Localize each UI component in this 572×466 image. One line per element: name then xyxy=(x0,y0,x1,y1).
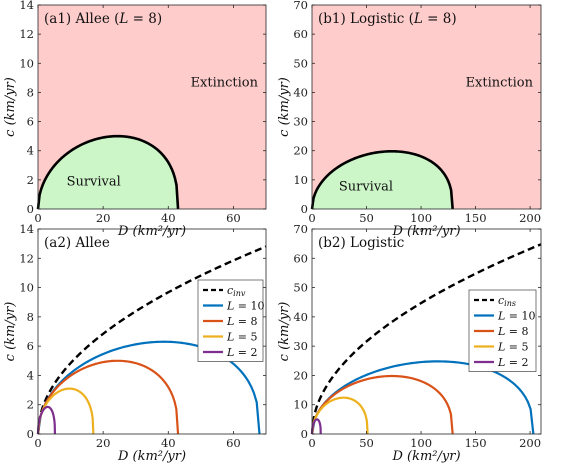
x-tick-label: 0 xyxy=(34,436,41,450)
extinction-label: Extinction xyxy=(191,76,259,91)
x-tick-label: 50 xyxy=(359,436,374,450)
survival-region xyxy=(312,151,453,209)
series-line xyxy=(36,359,180,435)
series-line xyxy=(310,396,369,435)
x-tick-label: 20 xyxy=(96,436,111,450)
panel-a1: Survival Extinction 0 20 40 60 0 2 4 6 8 10 12 14 D (k… xyxy=(3,0,267,239)
axes-frame xyxy=(311,4,542,210)
y-tick-label: 6 xyxy=(27,339,34,353)
x-tick-label: 200 xyxy=(519,436,541,450)
survival-label: Survival xyxy=(67,175,121,190)
panel-title: (b2) Logistic xyxy=(318,235,404,251)
y-tick-label: 10 xyxy=(19,281,34,295)
axes-frame xyxy=(37,4,267,210)
panel-b2: cins L = 10 L = 8 L = 5 L = 2 0 50 100 150 200 0 10… xyxy=(277,222,542,464)
y-axis-label: c (km/yr) xyxy=(3,77,18,137)
panel-title: (b1) Logistic (L = 8) xyxy=(318,11,457,27)
series-line xyxy=(36,405,57,435)
x-tick-label: 40 xyxy=(161,436,176,450)
y-tick-label: 30 xyxy=(293,115,308,129)
survival-region xyxy=(38,136,179,209)
series-line xyxy=(310,418,322,435)
panel-b1: Survival Extinction 0 50 100 150 200 0 10 20 30 40 5… xyxy=(277,0,542,239)
y-tick-label: 50 xyxy=(293,56,308,70)
legend-label: L = 8 xyxy=(226,315,258,328)
y-tick-label: 14 xyxy=(19,0,34,12)
x-tick-label: 0 xyxy=(34,211,41,225)
y-tick-label: 30 xyxy=(293,339,308,353)
y-tick-label: 60 xyxy=(293,251,308,265)
y-tick-label: 12 xyxy=(19,251,34,265)
legend-label: L = 10 xyxy=(226,300,265,313)
panel-title: (a1) Allee (L = 8) xyxy=(44,11,162,27)
invasion-speed-curve xyxy=(310,243,542,435)
boundary-curve xyxy=(36,134,180,210)
y-tick-label: 4 xyxy=(27,368,34,382)
x-tick-label: 60 xyxy=(226,211,241,225)
series-line xyxy=(310,374,454,435)
x-tick-label: 60 xyxy=(226,436,241,450)
x-axis-label: D (km²/yr) xyxy=(391,224,460,239)
y-tick-label: 0 xyxy=(27,427,34,441)
y-tick-label: 14 xyxy=(19,222,34,236)
y-tick-label: 0 xyxy=(27,202,34,216)
series-line xyxy=(310,360,535,435)
invasion-speed-curve xyxy=(36,245,267,435)
y-tick-label: 70 xyxy=(293,222,308,236)
legend-label: L = 2 xyxy=(226,346,258,359)
y-tick-label: 2 xyxy=(27,173,34,187)
legend-label: L = 5 xyxy=(226,331,258,344)
y-tick-label: 8 xyxy=(27,310,34,324)
x-axis-label: D (km²/yr) xyxy=(117,449,186,464)
y-tick-label: 20 xyxy=(293,144,308,158)
x-tick-label: 100 xyxy=(410,211,432,225)
extinction-label: Extinction xyxy=(466,76,534,91)
y-tick-label: 12 xyxy=(19,27,34,41)
y-tick-label: 0 xyxy=(301,202,308,216)
y-axis-label: c (km/yr) xyxy=(3,302,18,362)
y-tick-label: 60 xyxy=(293,27,308,41)
x-tick-label: 0 xyxy=(308,436,315,450)
y-tick-label: 6 xyxy=(27,115,34,129)
x-tick-label: 200 xyxy=(519,211,541,225)
x-tick-label: 0 xyxy=(308,211,315,225)
x-tick-label: 100 xyxy=(410,436,432,450)
y-axis-label: c (km/yr) xyxy=(277,77,292,137)
x-axis-label: D (km²/yr) xyxy=(117,224,186,239)
y-tick-label: 8 xyxy=(27,85,34,99)
x-tick-label: 40 xyxy=(161,211,176,225)
legend-label: cinv xyxy=(227,284,246,298)
legend-label: L = 10 xyxy=(497,310,536,323)
x-tick-label: 50 xyxy=(359,211,374,225)
y-axis-label: c (km/yr) xyxy=(277,302,292,362)
legend-label: L = 2 xyxy=(497,356,529,369)
boundary-curve xyxy=(310,149,454,210)
y-tick-label: 10 xyxy=(293,398,308,412)
y-tick-label: 40 xyxy=(293,310,308,324)
legend-label: L = 8 xyxy=(497,325,529,338)
survival-label: Survival xyxy=(339,180,393,195)
y-tick-label: 4 xyxy=(27,144,34,158)
y-tick-label: 10 xyxy=(19,56,34,70)
series-line xyxy=(36,387,95,435)
x-axis-label: D (km²/yr) xyxy=(391,449,460,464)
legend-label: cins xyxy=(498,294,516,308)
panel-title: (a2) Allee xyxy=(44,235,110,251)
axes-frame xyxy=(311,228,542,435)
y-tick-label: 40 xyxy=(293,85,308,99)
axes-frame xyxy=(37,228,267,435)
y-tick-label: 20 xyxy=(293,368,308,382)
x-tick-label: 150 xyxy=(465,436,487,450)
legend-label: L = 5 xyxy=(497,341,529,354)
y-tick-label: 10 xyxy=(293,173,308,187)
y-tick-label: 0 xyxy=(301,427,308,441)
x-tick-label: 20 xyxy=(96,211,111,225)
y-tick-label: 50 xyxy=(293,281,308,295)
x-tick-label: 150 xyxy=(465,211,487,225)
y-tick-label: 70 xyxy=(293,0,308,12)
panel-a2: cinv L = 10 L = 8 L = 5 L = 2 0 20 40 60 0 2 4 6 8 10 1… xyxy=(3,222,267,464)
y-tick-label: 2 xyxy=(27,398,34,412)
